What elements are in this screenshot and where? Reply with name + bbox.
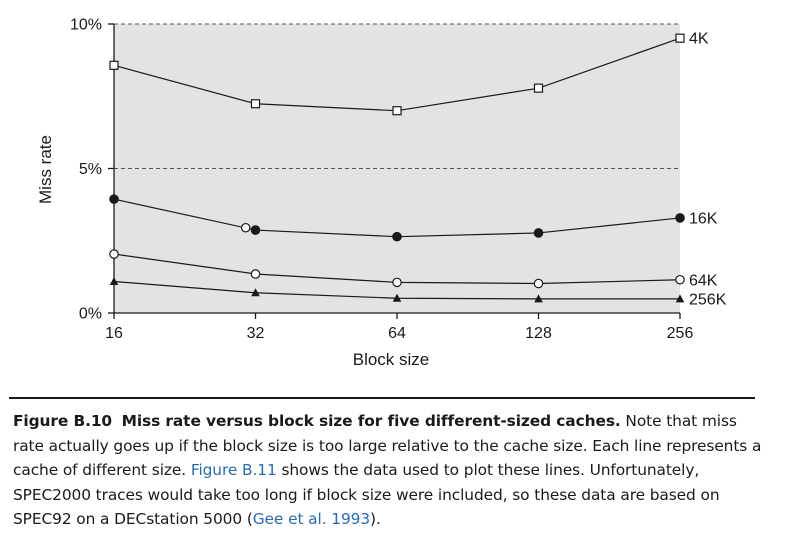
y-tick-label: 0% [79,306,102,323]
x-tick-label: 32 [247,325,265,342]
marker-256K-32 [251,288,260,297]
series-label-16K: 16K [689,210,718,227]
x-tick-label: 64 [388,325,406,342]
marker-64K-16 [109,249,119,259]
marker-4K-64 [392,106,402,116]
series-label-64K: 64K [689,272,718,289]
y-axis-label: Miss rate [36,135,55,204]
marker-16K-16 [109,194,119,204]
marker-16K-128 [533,228,544,238]
marker-4K-32 [250,99,261,109]
x-tick-label: 16 [105,325,123,342]
marker-16K-256 [675,213,685,223]
extra-marker [240,222,251,233]
axes [108,23,681,319]
caption-text-3: ). [370,510,381,528]
caption-text-2: shows the data used to plot these lines.… [13,461,720,528]
series-label-256K: 256K [689,291,727,308]
marker-16K-64 [392,231,402,242]
marker-64K-64 [392,277,402,288]
marker-64K-128 [533,278,544,289]
grid-lines [114,23,680,169]
chart: 0% 5% 10% 16 32 64 128 256 Block size Miss rate 4K… [36,17,727,370]
figure-b11-link[interactable]: Figure B.11 [190,461,277,479]
marker-4K-128 [533,83,544,93]
y-tick-label: 5% [79,161,102,178]
figure-title: Miss rate versus block size for five dif… [121,412,621,430]
x-tick-label: 128 [525,325,552,342]
marker-16K-32 [250,225,261,235]
labels: 0% 5% 10% 16 32 64 128 256 Block size Miss rate 4K… [36,17,727,370]
caption-text-1: Note that miss rate actually goes up if … [13,412,762,479]
y-tick-label: 10% [70,17,102,34]
x-axis-label: Block size [353,350,430,369]
miss-rate-chart: 0% 5% 10% 16 32 64 128 256 Block size Miss rate 4K… [36,17,727,370]
marker-64K-32 [250,269,261,279]
marker-256K-16 [109,276,119,285]
figure-label: Figure B.10 [13,412,113,430]
marker-4K-16 [109,60,119,70]
caption-divider [9,397,755,399]
marker-256K-256 [675,294,685,303]
marker-64K-256 [675,274,685,285]
marker-256K-128 [534,294,543,303]
series-label-4K: 4K [689,31,709,48]
marker-256K-64 [392,293,402,302]
series-markers [109,33,685,303]
x-tick-label: 256 [667,325,694,342]
gee-1993-citation-link[interactable]: Gee et al. 1993 [252,510,371,528]
figure-caption: Figure B.10 Miss rate versus block size … [13,409,765,532]
marker-4K-256 [675,33,685,43]
